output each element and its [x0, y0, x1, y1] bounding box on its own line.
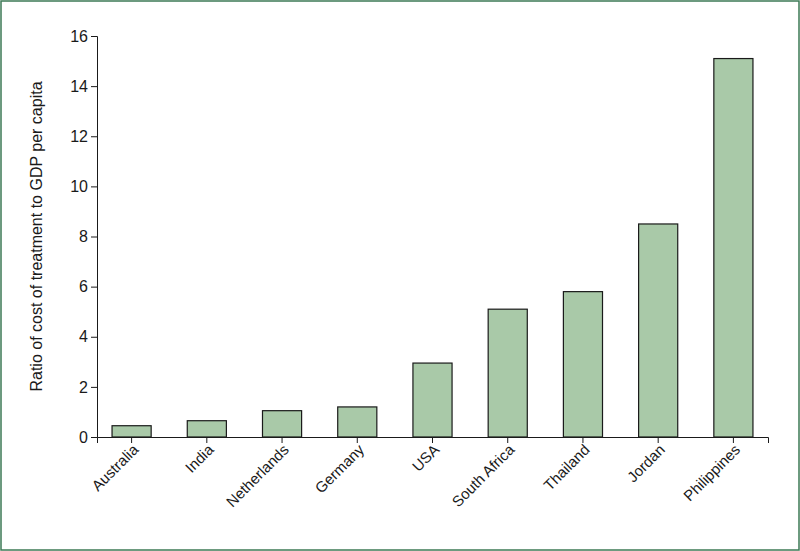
- y-axis-title: Ratio of cost of treatment to GDP per ca…: [28, 81, 45, 391]
- y-tick-mark: [91, 337, 97, 338]
- y-tick: 4: [79, 328, 97, 345]
- y-tick: 8: [79, 228, 97, 245]
- x-tick-mark: [432, 437, 433, 443]
- bar: [639, 224, 678, 437]
- x-tick-mark: [582, 437, 583, 443]
- x-tick-label: Germany: [311, 440, 367, 496]
- x-tick: Thailand: [540, 437, 593, 494]
- y-tick-label: 12: [70, 128, 88, 145]
- x-tick-mark: [507, 437, 508, 443]
- y-tick-label: 4: [79, 328, 88, 345]
- x-tick: Australia: [88, 437, 142, 494]
- bar: [112, 426, 151, 437]
- x-tick-label: Jordan: [624, 441, 668, 485]
- bars: [112, 59, 753, 437]
- x-tick-mark: [733, 437, 734, 443]
- x-tick: Netherlands: [223, 437, 292, 510]
- y-tick: 0: [79, 429, 97, 446]
- y-tick-mark: [91, 86, 97, 87]
- x-tick: Germany: [311, 437, 367, 496]
- y-tick-label: 2: [79, 378, 88, 395]
- y-tick-label: 10: [70, 178, 88, 195]
- bar: [563, 292, 602, 437]
- x-tick-mark: [131, 437, 132, 443]
- y-tick-mark: [91, 237, 97, 238]
- x-tick: USA: [409, 437, 443, 475]
- plot: 0 2 4 6 8 10 12 14 16 Australia IndiaNetherlands Ge…: [70, 28, 768, 510]
- y-tick-label: 0: [79, 429, 88, 446]
- y-axis-line: [91, 37, 98, 438]
- y-tick: 10: [70, 178, 97, 195]
- x-tick-label: Philippines: [680, 441, 743, 504]
- y-tick-mark: [91, 36, 97, 37]
- y-axis: 0 2 4 6 8 10 12 14 16: [70, 28, 97, 446]
- x-tick-label: Thailand: [540, 441, 593, 494]
- bar: [413, 363, 452, 437]
- frame: [1, 1, 799, 550]
- chart: 0 2 4 6 8 10 12 14 16 Australia IndiaNetherlands Ge…: [0, 0, 800, 551]
- y-tick: 12: [70, 128, 97, 145]
- y-tick-label: 16: [70, 28, 88, 45]
- x-tick: South Africa: [448, 437, 518, 510]
- x-tick-label: South Africa: [448, 440, 518, 510]
- x-tick-mark: [282, 437, 283, 443]
- y-tick-label: 8: [79, 228, 88, 245]
- x-tick: Jordan: [624, 437, 668, 485]
- y-tick: 6: [79, 278, 97, 295]
- x-tick-label: Netherlands: [223, 441, 292, 510]
- x-tick-label: India: [182, 440, 217, 475]
- y-tick-mark: [91, 186, 97, 187]
- bar: [488, 309, 527, 437]
- y-tick-label: 14: [70, 78, 88, 95]
- y-tick: 14: [70, 78, 97, 95]
- y-tick-mark: [91, 136, 97, 137]
- y-tick-label: 6: [79, 278, 88, 295]
- y-tick-mark: [91, 287, 97, 288]
- x-tick-mark: [658, 437, 659, 443]
- y-tick: 16: [70, 28, 97, 45]
- x-tick-mark: [206, 437, 207, 443]
- y-tick: 2: [79, 378, 97, 395]
- y-tick-mark: [91, 437, 97, 438]
- bar: [714, 59, 753, 437]
- bar: [187, 421, 226, 437]
- x-axis: Australia IndiaNetherlands Germany USASouth…: [88, 437, 768, 510]
- x-tick-label: Australia: [88, 440, 142, 494]
- bar: [262, 411, 301, 437]
- y-tick-mark: [91, 387, 97, 388]
- x-tick: Philippines: [680, 437, 743, 504]
- x-tick-mark: [357, 437, 358, 443]
- x-tick-label: USA: [409, 441, 443, 475]
- bar: [338, 407, 377, 437]
- x-tick: India: [182, 437, 217, 476]
- x-axis-line: [98, 438, 769, 444]
